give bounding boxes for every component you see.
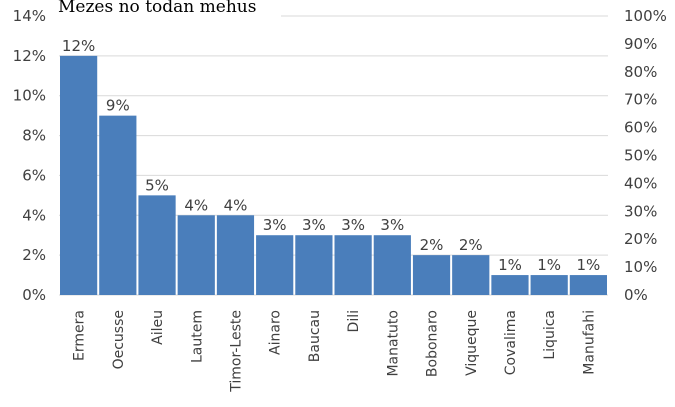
category-label: Timor-Leste <box>228 310 244 393</box>
y2-tick-label: 50% <box>624 147 657 165</box>
category-label: Manatuto <box>385 310 401 377</box>
data-label: 3% <box>302 216 326 234</box>
y-tick-label: 14% <box>13 7 46 25</box>
category-label: Liquica <box>542 310 558 360</box>
data-label: 2% <box>459 236 483 254</box>
data-labels: 12% 9% 5% 4% 4% 3% 3% 3% 3% 2% 2% 1% 1% 1% <box>62 37 600 274</box>
y2-tick-label: 80% <box>624 63 657 81</box>
category-label: Lautem <box>189 310 205 363</box>
data-label: 3% <box>380 216 404 234</box>
y-tick-label: 4% <box>22 206 46 224</box>
y2-tick-label: 0% <box>624 286 648 304</box>
y2-tick-label: 70% <box>624 91 657 109</box>
y-tick-label: 10% <box>13 87 46 105</box>
y-axis-ticks: 0% 2% 4% 6% 8% 10% 12% 14% <box>13 7 46 304</box>
category-label: Ermera <box>72 310 88 361</box>
bar <box>373 235 411 295</box>
chart-title: Mezes no todan mehus <box>58 0 256 17</box>
category-label: Ainaro <box>268 310 284 355</box>
y2-tick-label: 10% <box>624 258 657 276</box>
y-tick-label: 0% <box>22 286 46 304</box>
category-label: Bobonaro <box>425 310 441 377</box>
data-label: 2% <box>420 236 444 254</box>
bar <box>177 215 215 295</box>
data-label: 1% <box>537 256 561 274</box>
data-label: 3% <box>263 216 287 234</box>
y2-tick-label: 40% <box>624 174 657 192</box>
data-label: 5% <box>145 176 169 194</box>
y2-tick-label: 90% <box>624 35 657 53</box>
bar <box>295 235 333 295</box>
bars <box>60 55 607 296</box>
y2-tick-label: 60% <box>624 119 657 137</box>
y2-tick-label: 30% <box>624 202 657 220</box>
bar <box>60 55 98 295</box>
bar <box>256 235 294 295</box>
bar <box>452 255 490 295</box>
category-label: Covalima <box>503 310 519 375</box>
data-label: 4% <box>224 196 248 214</box>
data-label: 1% <box>498 256 522 274</box>
category-labels: Ermera Oecusse Aileu Lautem Timor-Leste Ainar… <box>72 310 598 393</box>
title-backdrop <box>56 0 281 17</box>
y2-tick-label: 20% <box>624 230 657 248</box>
category-label: Viqueque <box>464 310 480 376</box>
category-label: Baucau <box>307 310 323 362</box>
bar <box>138 195 176 295</box>
category-label: Oecusse <box>111 310 127 369</box>
bar <box>530 275 568 295</box>
data-label: 12% <box>62 37 95 55</box>
bar <box>569 275 607 295</box>
bar <box>99 115 137 296</box>
y-tick-label: 8% <box>22 127 46 145</box>
data-label: 3% <box>341 216 365 234</box>
category-label: Dili <box>346 310 362 332</box>
y-tick-label: 2% <box>22 246 46 264</box>
data-label: 9% <box>106 97 130 115</box>
bar <box>491 275 529 295</box>
y-tick-label: 6% <box>22 166 46 184</box>
data-label: 4% <box>184 196 208 214</box>
y2-axis-ticks: 0% 10% 20% 30% 40% 50% 60% 70% 80% 90% 100% <box>624 7 667 304</box>
bar <box>216 215 255 295</box>
bar <box>412 255 451 295</box>
y-tick-label: 12% <box>13 47 46 65</box>
category-label: Manufahi <box>581 310 597 375</box>
data-label: 1% <box>576 256 600 274</box>
bar <box>334 235 372 295</box>
category-label: Aileu <box>150 310 166 345</box>
y2-tick-label: 100% <box>624 7 667 25</box>
